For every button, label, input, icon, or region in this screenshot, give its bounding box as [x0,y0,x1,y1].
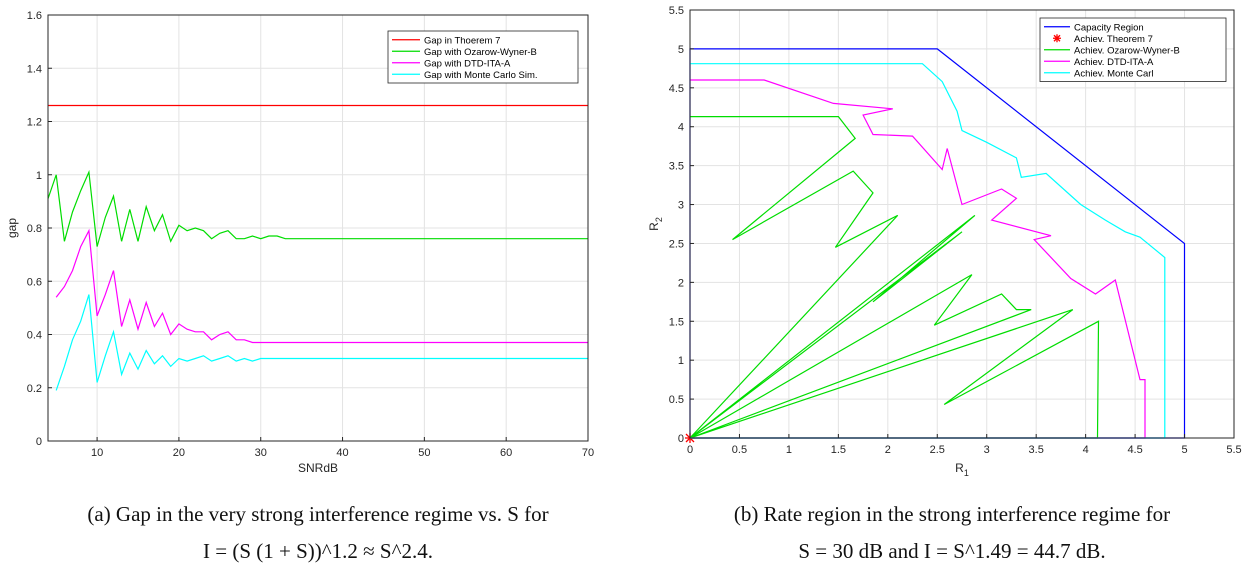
x-tick-label: 5.5 [1226,444,1241,456]
y-tick-label: 5.5 [669,5,684,17]
caption-a: (a) Gap in the very strong interference … [38,496,598,570]
series-4-line [690,63,1166,439]
legend-label: Achiev. Theorem 7 [1074,34,1153,45]
y-tick-label: 1.4 [27,63,42,75]
chart-a-xlabel: SNRdB [298,461,338,475]
chart-b-xlabel: R1 [955,461,969,478]
y-tick-label: 0.5 [669,394,684,406]
legend-label: Achiev. Ozarow-Wyner-B [1074,45,1180,56]
chart-b: 0 0.5 1 1.5 2 2.5 3 3.5 4 4.5 5 5.5 0 0.5 1 1.5 2 2.5 3 3.5… [647,5,1242,478]
y-tick-label: 1.6 [27,10,42,22]
y-tick-label: 1.5 [669,316,684,328]
y-tick-label: 1 [678,355,684,367]
series-2-line [689,115,1100,439]
y-tick-label: 5 [678,44,684,56]
x-tick-label: 10 [91,447,103,459]
y-tick-label: 2.5 [669,238,684,250]
caption-a-line2: I = (S (1 + S))^1.2 ≈ S^2.4. [203,539,433,563]
y-tick-label: 2 [678,277,684,289]
y-tick-label: 4.5 [669,83,684,95]
legend-marker [1053,34,1061,43]
y-tick-label: 3.5 [669,161,684,173]
x-tick-label: 40 [336,447,348,459]
x-tick-label: 1.5 [831,444,846,456]
legend-box [1039,17,1227,82]
caption-a-line1: (a) Gap in the very strong interference … [87,502,549,526]
y-tick-label: 0 [678,433,684,445]
legend-label: Gap with DTD-ITA-A [424,58,511,69]
chart-a-ylabel: gap [5,218,19,238]
y-tick-label: 3 [678,200,684,212]
x-tick-label: 50 [418,447,430,459]
x-tick-label: 3.5 [1029,444,1044,456]
x-tick-label: 0 [687,444,693,456]
x-tick-label: 70 [582,447,594,459]
chart-b-ylabel: R2 [647,217,664,231]
y-tick-label: 1.2 [27,117,42,129]
legend-label: Gap in Thoerem 7 [424,35,500,46]
y-tick-label: 0.8 [27,223,42,235]
x-tick-label: 20 [173,447,185,459]
legend-label: Capacity Region [1074,22,1144,33]
x-tick-label: 1 [786,444,792,456]
y-tick-label: 0.4 [27,330,42,342]
y-tick-label: 0.2 [27,383,42,395]
y-tick-label: 0.6 [27,276,42,288]
x-tick-label: 30 [255,447,267,459]
x-tick-label: 60 [500,447,512,459]
chart-b-ticks: 0 0.5 1 1.5 2 2.5 3 3.5 4 4.5 5 5.5 0 0.5 1 1.5 2 2.5 3 3.5… [669,5,1242,456]
chart-a-ticks: 10 20 30 40 50 60 70 0 0.2 0.4 0.6 0.8 1 1.2 1.4 1.6 [27,10,594,459]
series-2-line [55,228,588,344]
y-tick-label: 0 [36,436,42,448]
legend-label: Achiev. DTD-ITA-A [1074,57,1154,68]
x-tick-label: 0.5 [732,444,747,456]
series-3-line [690,79,1146,439]
x-tick-label: 5 [1181,444,1187,456]
legend-label: Gap with Monte Carlo Sim. [424,70,538,81]
series-3-line [55,294,588,391]
chart-a: 10 20 30 40 50 60 70 0 0.2 0.4 0.6 0.8 1 1.2 1.4 1.6 SN… [5,10,594,475]
legend-label: Achiev. Monte Carl [1074,68,1154,79]
x-tick-label: 4 [1083,444,1089,456]
caption-b-line1: (b) Rate region in the strong interferen… [733,502,1171,526]
caption-b: (b) Rate region in the strong interferen… [672,496,1232,570]
y-tick-label: 4 [678,122,684,134]
caption-b-line2: S = 30 dB and I = S^1.49 = 44.7 dB. [798,539,1106,563]
x-tick-label: 4.5 [1127,444,1142,456]
chart-b-frame [689,9,1235,439]
x-tick-label: 3 [984,444,990,456]
chart-a-series [47,104,588,391]
legend-label: Gap with Ozarow-Wyner-B [424,47,537,58]
x-tick-label: 2.5 [930,444,945,456]
y-tick-label: 1 [36,170,42,182]
series-1-line [47,169,588,247]
x-tick-label: 2 [885,444,891,456]
